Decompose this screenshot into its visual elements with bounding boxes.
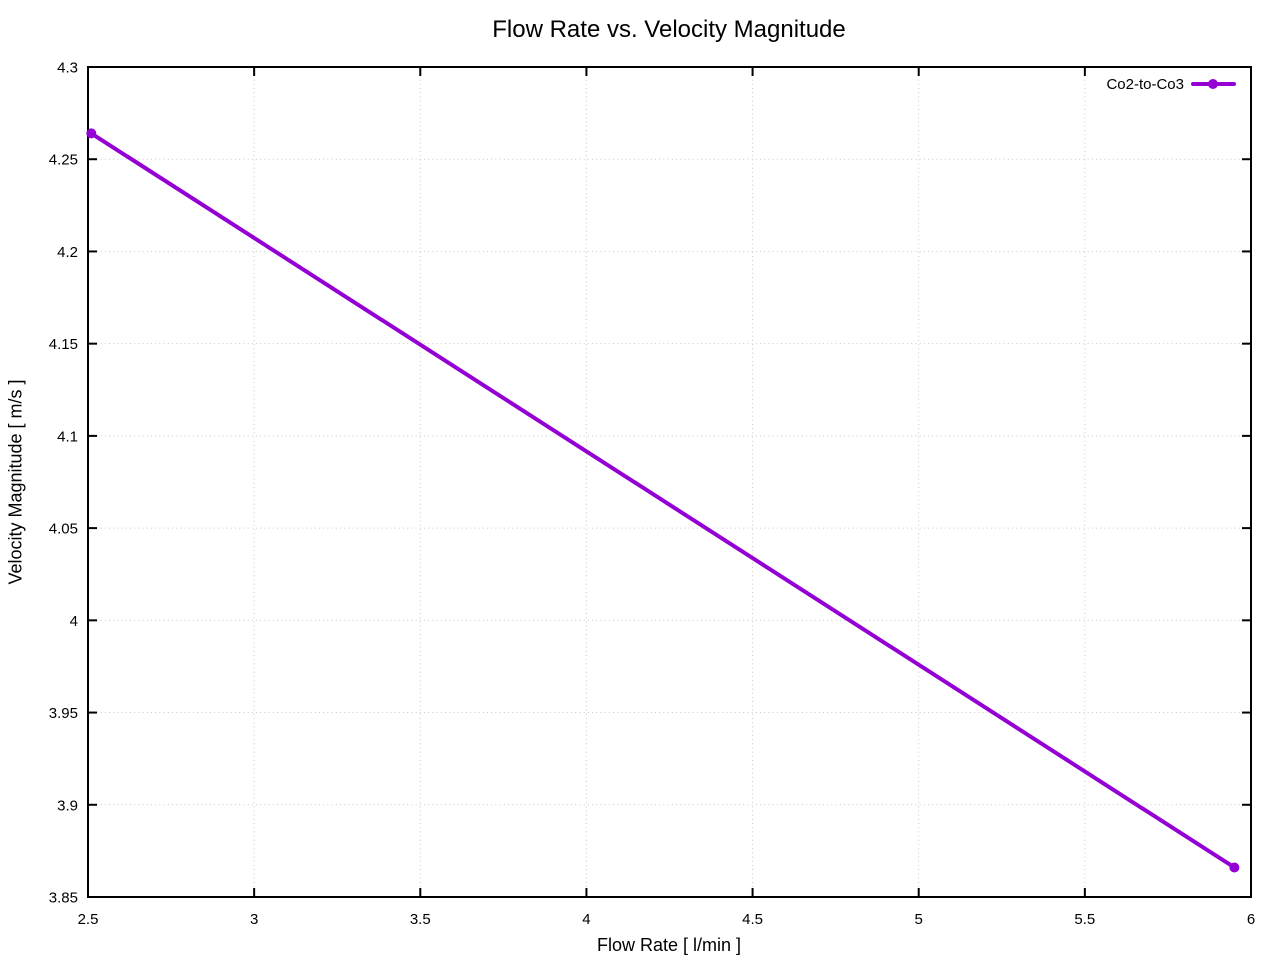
legend-label: Co2-to-Co3 [1106,75,1184,93]
y-tick-label: 4.1 [57,428,78,445]
data-line-co2-to-co3 [89,131,1237,870]
y-tick-label: 4.2 [57,244,78,261]
data-point [86,128,97,139]
legend: Co2-to-Co3 [1106,74,1236,94]
y-tick-label: 4.05 [49,521,78,538]
y-tick-label: 3.95 [49,705,78,722]
x-axis-label: Flow Rate [ l/min ] [596,935,742,955]
y-axis-label: Velocity Magnitude [ m/s ] [5,379,26,585]
x-tick-label: 3 [250,911,258,928]
legend-marker-dot [1208,79,1218,89]
x-tick-label: 5.5 [1074,911,1095,928]
x-tick-label: 5 [915,911,923,928]
x-tick-label: 2.5 [78,911,99,928]
y-tick-label: 4 [70,613,78,630]
x-tick-label: 4.5 [742,911,763,928]
y-tick-label: 4.3 [57,60,78,77]
chart-title: Flow Rate vs. Velocity Magnitude [492,16,846,43]
legend-line-sample [1191,79,1236,89]
y-tick-label: 3.85 [49,890,78,907]
x-tick-label: 6 [1247,911,1255,928]
data-point [1229,862,1240,873]
y-tick-label: 4.15 [49,336,78,353]
x-tick-label: 3.5 [410,911,431,928]
plot-border [87,66,1252,898]
y-tick-label: 3.9 [57,797,78,814]
y-tick-label: 4.25 [49,152,78,169]
x-tick-label: 4 [582,911,590,928]
